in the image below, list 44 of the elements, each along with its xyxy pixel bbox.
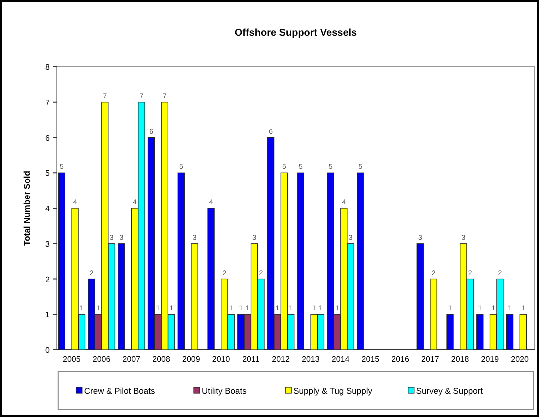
x-tick-label: 2012 [272,355,291,364]
x-tick-label: 2018 [451,355,470,364]
x-tick-label: 2010 [212,355,231,364]
x-tick-label: 2006 [92,355,112,364]
x-tick-label: 2013 [302,355,320,364]
y-tick-label: 0 [46,346,51,355]
y-tick-label: 4 [46,204,51,214]
chart-title: Offshore Support Vessels [234,28,358,39]
y-tick-label: 8 [46,63,51,72]
bar [446,314,454,350]
bar [357,172,364,350]
y-tick-label: 7 [46,98,51,108]
bar [476,314,484,350]
bar [118,244,126,350]
x-tick-label: 2015 [362,355,380,364]
bar [191,244,198,350]
x-tick-label: 2016 [392,355,410,364]
y-tick-label: 5 [46,169,51,178]
y-tick-label: 3 [46,240,51,249]
legend-label: Survey & Support [416,386,484,396]
y-axis-title: Total Number Sold [22,171,32,246]
y-tick-label: 2 [46,275,51,284]
y-tick-label: 6 [46,134,51,143]
x-tick-label: 2014 [332,355,350,364]
x-tick-label: 2005 [63,355,82,364]
bar [208,208,215,350]
bar [416,244,424,350]
bar [58,172,66,350]
x-tick-label: 2009 [182,355,201,364]
x-tick-label: 2011 [242,355,260,364]
bar [520,314,527,350]
bar [297,172,304,350]
legend-label: Supply & Tug Supply [294,386,374,396]
bar [430,278,438,350]
x-tick-label: 2020 [511,355,530,364]
legend-label: Crew & Pilot Boats [84,386,156,396]
bar [178,172,185,350]
bar [506,314,514,350]
y-tick-label: 1 [46,310,51,320]
legend-label: Utility Boats [202,386,247,396]
x-tick-label: 2017 [422,355,440,364]
x-tick-label: 2019 [481,355,500,364]
x-tick-label: 2007 [122,355,142,364]
x-tick-label: 2008 [152,355,172,364]
